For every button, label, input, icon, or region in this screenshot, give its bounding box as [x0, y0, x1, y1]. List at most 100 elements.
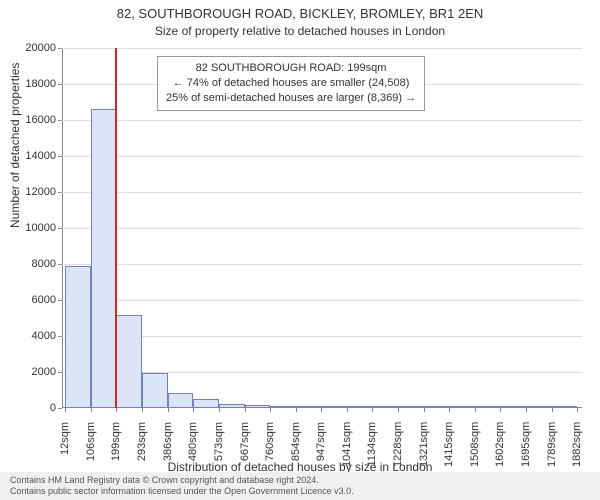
ytick-mark [58, 408, 62, 409]
xtick-mark [449, 408, 450, 412]
xtick-label: 1602sqm [494, 422, 506, 467]
ytick-label: 6000 [6, 294, 56, 306]
ytick-mark [58, 372, 62, 373]
xtick-mark [193, 408, 194, 412]
footer: Contains HM Land Registry data © Crown c… [0, 472, 600, 500]
footer-line-2: Contains public sector information licen… [10, 486, 590, 497]
chart-title: 82, SOUTHBOROUGH ROAD, BICKLEY, BROMLEY,… [0, 0, 600, 22]
ytick-label: 20000 [6, 42, 56, 54]
xtick-mark [168, 408, 169, 412]
annotation-box: 82 SOUTHBOROUGH ROAD: 199sqm← 74% of det… [157, 56, 425, 111]
xtick-mark [142, 408, 143, 412]
xtick-label: 1508sqm [469, 422, 481, 467]
annotation-line: 82 SOUTHBOROUGH ROAD: 199sqm [166, 61, 416, 76]
xtick-mark [219, 408, 220, 412]
ytick-mark [58, 300, 62, 301]
histogram-bar [168, 393, 194, 408]
xtick-mark [500, 408, 501, 412]
xtick-label: 760sqm [264, 422, 276, 467]
xtick-label: 1789sqm [546, 422, 558, 467]
xtick-label: 667sqm [239, 422, 251, 467]
xtick-label: 573sqm [213, 422, 225, 467]
grid-line [62, 120, 582, 121]
xtick-mark [296, 408, 297, 412]
histogram-bar [475, 406, 501, 408]
annotation-line: 25% of semi-detached houses are larger (… [166, 91, 416, 106]
ytick-label: 0 [6, 402, 56, 414]
ytick-mark [58, 264, 62, 265]
xtick-label: 1041sqm [341, 422, 353, 467]
plot-surface: 82 SOUTHBOROUGH ROAD: 199sqm← 74% of det… [62, 48, 582, 408]
histogram-bar [245, 405, 271, 408]
histogram-bar [398, 406, 424, 408]
histogram-bar [424, 406, 450, 408]
histogram-bar [270, 406, 296, 408]
ytick-mark [58, 84, 62, 85]
ytick-mark [58, 336, 62, 337]
xtick-mark [398, 408, 399, 412]
ytick-label: 4000 [6, 330, 56, 342]
histogram-bar [500, 406, 526, 408]
ytick-label: 10000 [6, 222, 56, 234]
xtick-label: 1695sqm [520, 422, 532, 467]
grid-line [62, 48, 582, 49]
xtick-label: 1134sqm [366, 422, 378, 467]
xtick-mark [552, 408, 553, 412]
marker-line [115, 48, 117, 408]
xtick-label: 293sqm [136, 422, 148, 467]
xtick-mark [347, 408, 348, 412]
ytick-label: 2000 [6, 366, 56, 378]
ytick-mark [58, 120, 62, 121]
chart-container: 82, SOUTHBOROUGH ROAD, BICKLEY, BROMLEY,… [0, 0, 600, 500]
histogram-bar [321, 406, 347, 408]
xtick-label: 1228sqm [392, 422, 404, 467]
chart-subtitle: Size of property relative to detached ho… [0, 22, 600, 38]
xtick-mark [65, 408, 66, 412]
xtick-label: 947sqm [315, 422, 327, 467]
xtick-mark [577, 408, 578, 412]
xtick-mark [116, 408, 117, 412]
xtick-mark [424, 408, 425, 412]
plot-area: 82 SOUTHBOROUGH ROAD: 199sqm← 74% of det… [62, 48, 582, 408]
histogram-bar [347, 406, 373, 408]
ytick-mark [58, 228, 62, 229]
annotation-line: ← 74% of detached houses are smaller (24… [166, 76, 416, 91]
xtick-label: 480sqm [187, 422, 199, 467]
histogram-bar [552, 406, 578, 408]
xtick-label: 854sqm [290, 422, 302, 467]
xtick-mark [372, 408, 373, 412]
xtick-mark [91, 408, 92, 412]
xtick-label: 1321sqm [418, 422, 430, 467]
histogram-bar [296, 406, 322, 408]
histogram-bar [372, 406, 398, 408]
ytick-label: 18000 [6, 78, 56, 90]
xtick-label: 12sqm [59, 422, 71, 467]
xtick-mark [475, 408, 476, 412]
ytick-mark [58, 48, 62, 49]
xtick-label: 199sqm [110, 422, 122, 467]
grid-line [62, 264, 582, 265]
histogram-bar [142, 373, 168, 408]
xtick-mark [321, 408, 322, 412]
xtick-label: 1882sqm [571, 422, 583, 467]
ytick-label: 14000 [6, 150, 56, 162]
ytick-label: 16000 [6, 114, 56, 126]
grid-line [62, 300, 582, 301]
histogram-bar [526, 406, 552, 408]
xtick-mark [526, 408, 527, 412]
ytick-mark [58, 192, 62, 193]
ytick-label: 8000 [6, 258, 56, 270]
grid-line [62, 192, 582, 193]
footer-line-1: Contains HM Land Registry data © Crown c… [10, 475, 590, 486]
histogram-bar [193, 399, 219, 408]
ytick-label: 12000 [6, 186, 56, 198]
grid-line [62, 156, 582, 157]
xtick-label: 386sqm [162, 422, 174, 467]
histogram-bar [65, 266, 91, 408]
xtick-label: 1415sqm [443, 422, 455, 467]
histogram-bar [91, 109, 117, 408]
histogram-bar [116, 315, 142, 408]
histogram-bar [449, 406, 475, 408]
xtick-mark [270, 408, 271, 412]
grid-line [62, 228, 582, 229]
